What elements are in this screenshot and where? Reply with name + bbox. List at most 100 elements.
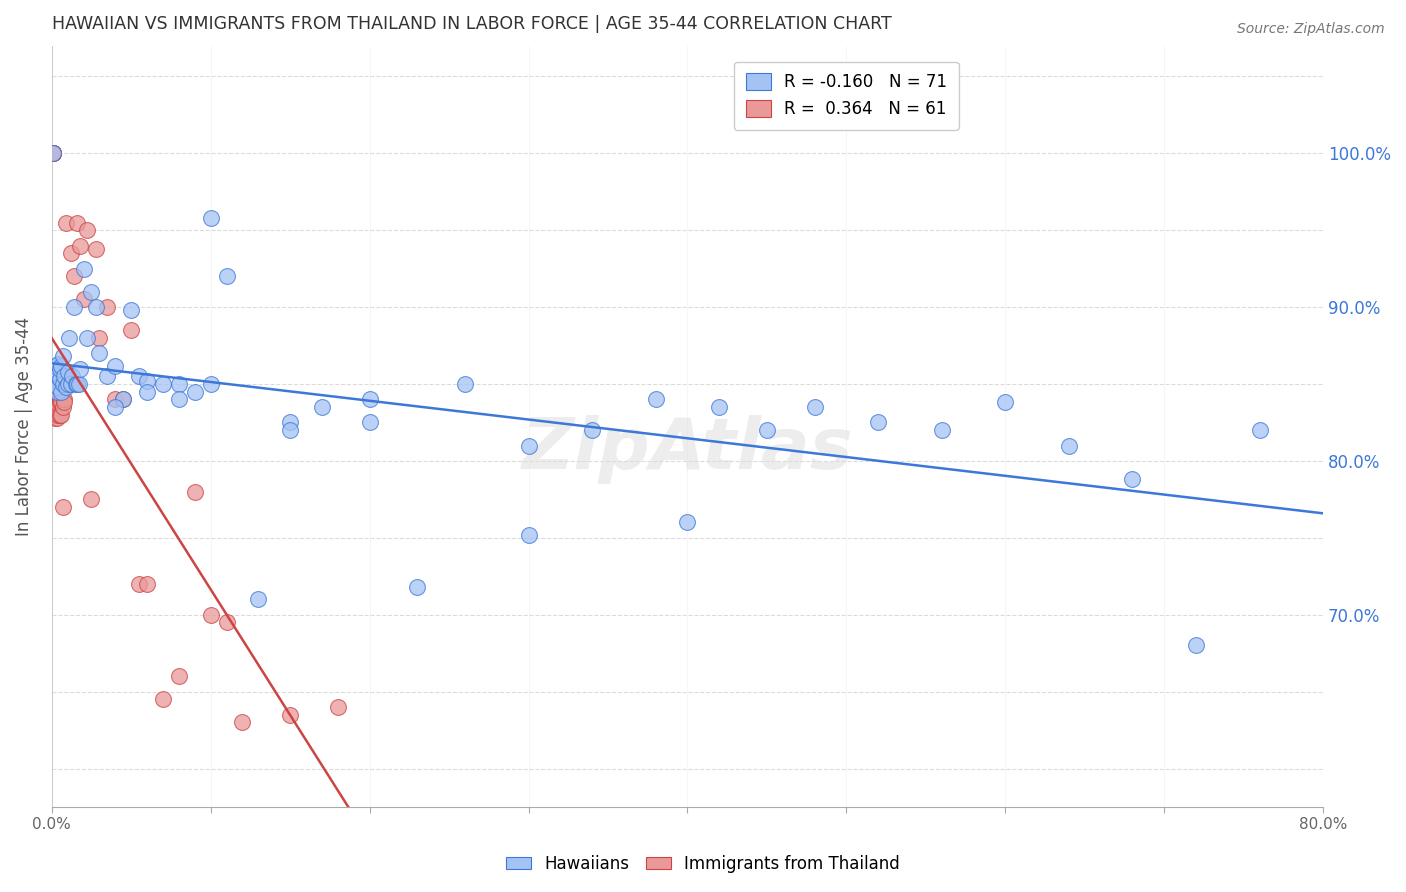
Point bbox=[66, 377, 89, 392]
Point bbox=[62, 369, 84, 384]
Point bbox=[868, 416, 890, 430]
Point bbox=[63, 300, 86, 314]
Point bbox=[51, 408, 73, 422]
Point bbox=[45, 384, 67, 399]
Point bbox=[215, 269, 238, 284]
Point bbox=[45, 400, 67, 414]
Point bbox=[67, 377, 90, 392]
Point bbox=[56, 365, 79, 379]
Point bbox=[96, 300, 118, 314]
Point bbox=[59, 246, 82, 260]
Point bbox=[46, 408, 69, 422]
Point bbox=[803, 400, 825, 414]
Point bbox=[676, 516, 699, 530]
Point bbox=[994, 395, 1017, 409]
Point bbox=[45, 395, 67, 409]
Point bbox=[1185, 639, 1208, 653]
Point bbox=[112, 392, 135, 407]
Point bbox=[42, 146, 65, 161]
Legend: R = -0.160   N = 71, R =  0.364   N = 61: R = -0.160 N = 71, R = 0.364 N = 61 bbox=[734, 62, 959, 129]
Point bbox=[184, 484, 207, 499]
Point bbox=[46, 395, 69, 409]
Point bbox=[454, 377, 477, 392]
Point bbox=[755, 423, 778, 437]
Text: Source: ZipAtlas.com: Source: ZipAtlas.com bbox=[1237, 22, 1385, 37]
Point bbox=[581, 423, 603, 437]
Point bbox=[104, 359, 127, 373]
Point bbox=[53, 395, 76, 409]
Point bbox=[55, 215, 77, 229]
Point bbox=[44, 359, 66, 373]
Point bbox=[120, 323, 142, 337]
Point bbox=[45, 368, 67, 382]
Point bbox=[359, 416, 381, 430]
Point bbox=[128, 577, 150, 591]
Point bbox=[359, 392, 381, 407]
Point bbox=[48, 395, 70, 409]
Point bbox=[65, 377, 87, 392]
Point bbox=[53, 369, 76, 384]
Point bbox=[51, 359, 73, 373]
Point bbox=[231, 715, 253, 730]
Point bbox=[136, 374, 159, 388]
Point bbox=[44, 395, 66, 409]
Point bbox=[42, 408, 65, 422]
Point bbox=[52, 500, 75, 514]
Point bbox=[72, 261, 94, 276]
Point bbox=[42, 146, 65, 161]
Point bbox=[152, 692, 174, 706]
Point bbox=[200, 211, 222, 225]
Point bbox=[51, 389, 73, 403]
Point bbox=[247, 592, 270, 607]
Point bbox=[709, 400, 731, 414]
Point bbox=[42, 146, 65, 161]
Point bbox=[44, 400, 66, 414]
Text: ZipAtlas: ZipAtlas bbox=[522, 415, 853, 483]
Point bbox=[120, 303, 142, 318]
Point bbox=[44, 377, 66, 392]
Y-axis label: In Labor Force | Age 35-44: In Labor Force | Age 35-44 bbox=[15, 317, 32, 536]
Point bbox=[1121, 472, 1143, 486]
Point bbox=[136, 577, 159, 591]
Point bbox=[76, 223, 98, 237]
Point bbox=[51, 384, 73, 399]
Point bbox=[167, 377, 190, 392]
Point bbox=[42, 146, 65, 161]
Point bbox=[59, 377, 82, 392]
Point bbox=[104, 392, 127, 407]
Point bbox=[167, 392, 190, 407]
Point bbox=[52, 377, 75, 392]
Point bbox=[1249, 423, 1271, 437]
Point bbox=[46, 357, 69, 371]
Point bbox=[53, 392, 76, 407]
Point bbox=[45, 384, 67, 399]
Legend: Hawaiians, Immigrants from Thailand: Hawaiians, Immigrants from Thailand bbox=[499, 848, 907, 880]
Point bbox=[42, 146, 65, 161]
Point bbox=[42, 392, 65, 407]
Point bbox=[48, 392, 70, 407]
Point bbox=[72, 293, 94, 307]
Point bbox=[63, 269, 86, 284]
Point bbox=[644, 392, 666, 407]
Point bbox=[80, 492, 103, 507]
Point bbox=[45, 392, 67, 407]
Point bbox=[51, 395, 73, 409]
Point bbox=[69, 361, 91, 376]
Point bbox=[48, 372, 70, 386]
Point bbox=[44, 365, 66, 379]
Point bbox=[66, 215, 89, 229]
Point bbox=[96, 369, 118, 384]
Point bbox=[42, 374, 65, 388]
Point bbox=[215, 615, 238, 630]
Point bbox=[112, 392, 135, 407]
Point bbox=[278, 423, 301, 437]
Point bbox=[128, 369, 150, 384]
Point bbox=[52, 349, 75, 363]
Text: HAWAIIAN VS IMMIGRANTS FROM THAILAND IN LABOR FORCE | AGE 35-44 CORRELATION CHAR: HAWAIIAN VS IMMIGRANTS FROM THAILAND IN … bbox=[52, 15, 891, 33]
Point bbox=[45, 410, 67, 425]
Point bbox=[104, 400, 127, 414]
Point bbox=[46, 384, 69, 399]
Point bbox=[44, 410, 66, 425]
Point bbox=[89, 346, 111, 360]
Point bbox=[406, 580, 429, 594]
